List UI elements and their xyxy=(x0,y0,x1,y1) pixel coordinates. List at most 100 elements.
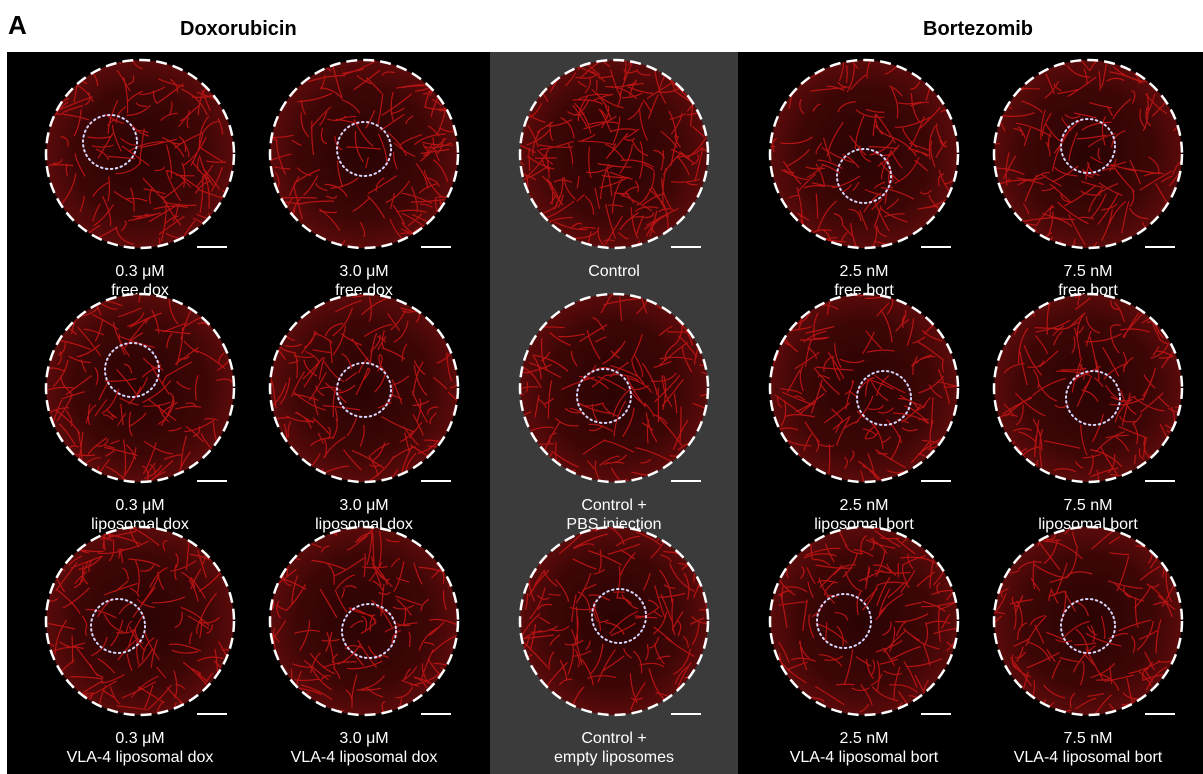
dish-outline xyxy=(992,292,1184,484)
caption-line-1: Control + xyxy=(581,730,647,747)
scale-bar xyxy=(921,713,951,715)
micrograph-panel: 7.5 nM free bort xyxy=(973,56,1203,299)
caption-line-2: VLA-4 liposomal bort xyxy=(789,749,939,766)
bortezomib-title: Bortezomib xyxy=(923,18,1033,40)
caption-line-1: 7.5 nM xyxy=(1063,263,1113,280)
scale-bar xyxy=(421,713,451,715)
scale-bar xyxy=(671,480,701,482)
dish-outline xyxy=(518,58,710,250)
caption-line-1: 7.5 nM xyxy=(1063,497,1113,514)
micrograph-panel: 2.5 nM liposomal bort xyxy=(749,290,979,533)
micrograph-panel: 3.0 μM free dox xyxy=(249,56,479,299)
caption-line-2: PBS injection xyxy=(566,516,662,533)
dish-outline xyxy=(768,292,960,484)
caption-line-2: liposomal bort xyxy=(1038,516,1138,533)
micrograph-panel: 0.3 μM VLA-4 liposomal dox xyxy=(25,523,255,766)
fluorescence-image xyxy=(768,525,960,717)
micrograph-panel: 7.5 nM liposomal bort xyxy=(973,290,1203,533)
caption-line-1: 0.3 μM xyxy=(115,497,165,514)
caption-line-2: liposomal dox xyxy=(91,516,189,533)
dish-outline xyxy=(268,292,460,484)
caption-line-1: 3.0 μM xyxy=(339,730,389,747)
spheroid-outline xyxy=(816,593,872,649)
scale-bar xyxy=(671,713,701,715)
fluorescence-image xyxy=(992,525,1184,717)
fluorescence-image xyxy=(44,58,236,250)
scale-bar xyxy=(921,246,951,248)
spheroid-outline xyxy=(90,598,146,654)
scale-bar xyxy=(1145,480,1175,482)
caption-line-2: VLA-4 liposomal bort xyxy=(1013,749,1163,766)
fluorescence-image xyxy=(518,525,710,717)
fluorescence-image xyxy=(768,292,960,484)
caption-line-1: 2.5 nM xyxy=(839,263,889,280)
caption-line-2: VLA-4 liposomal dox xyxy=(290,749,438,766)
caption-line-1: 3.0 μM xyxy=(339,263,389,280)
scale-bar xyxy=(197,480,227,482)
spheroid-outline xyxy=(1060,598,1116,654)
caption-line-1: 0.3 μM xyxy=(115,730,165,747)
fluorescence-image xyxy=(768,58,960,250)
fluorescence-image xyxy=(268,58,460,250)
fluorescence-image xyxy=(992,292,1184,484)
scale-bar xyxy=(921,480,951,482)
spheroid-outline xyxy=(336,362,392,418)
fluorescence-image xyxy=(44,525,236,717)
spheroid-outline xyxy=(104,342,160,398)
spheroid-outline xyxy=(1060,118,1116,174)
dish-outline xyxy=(768,58,960,250)
caption-line-1: 7.5 nM xyxy=(1063,730,1113,747)
dish-outline xyxy=(44,292,236,484)
dish-outline xyxy=(992,58,1184,250)
spheroid-outline xyxy=(856,370,912,426)
caption-line-2: liposomal bort xyxy=(814,516,914,533)
caption-line-1: 2.5 nM xyxy=(839,730,889,747)
fluorescence-image xyxy=(268,525,460,717)
scale-bar xyxy=(421,480,451,482)
fluorescence-image xyxy=(268,292,460,484)
caption-line-2: Control xyxy=(588,263,640,280)
caption-line-1: 0.3 μM xyxy=(115,263,165,280)
dish-outline xyxy=(44,525,236,717)
spheroid-outline xyxy=(576,368,632,424)
spheroid-outline xyxy=(1065,370,1121,426)
fluorescence-image xyxy=(992,58,1184,250)
spheroid-outline xyxy=(82,114,138,170)
dish-outline xyxy=(518,292,710,484)
dish-outline xyxy=(768,525,960,717)
spheroid-outline xyxy=(836,148,892,204)
caption-line-2: VLA-4 liposomal dox xyxy=(66,749,214,766)
scale-bar xyxy=(1145,713,1175,715)
scale-bar xyxy=(421,246,451,248)
doxorubicin-title: Doxorubicin xyxy=(180,18,297,40)
scale-bar xyxy=(1145,246,1175,248)
spheroid-outline xyxy=(341,603,397,659)
micrograph-panel: 3.0 μM liposomal dox xyxy=(249,290,479,533)
scale-bar xyxy=(197,246,227,248)
micrograph-panel: 7.5 nM VLA-4 liposomal bort xyxy=(973,523,1203,766)
dish-outline xyxy=(268,58,460,250)
micrograph-panel: Control + PBS injection xyxy=(499,290,729,533)
dish-outline xyxy=(992,525,1184,717)
micrograph-panel: 2.5 nM VLA-4 liposomal bort xyxy=(749,523,979,766)
micrograph-panel: Control xyxy=(499,56,729,296)
micrograph-panel: 0.3 μM free dox xyxy=(25,56,255,299)
fluorescence-image xyxy=(518,58,710,250)
fluorescence-image xyxy=(518,292,710,484)
spheroid-outline xyxy=(591,588,647,644)
micrograph-panel: 0.3 μM liposomal dox xyxy=(25,290,255,533)
caption-line-1: 2.5 nM xyxy=(839,497,889,514)
panel-label: A xyxy=(8,10,27,40)
scale-bar xyxy=(671,246,701,248)
caption-line-2: empty liposomes xyxy=(553,749,675,766)
spheroid-outline xyxy=(336,121,392,177)
dish-outline xyxy=(518,525,710,717)
caption-line-2: liposomal dox xyxy=(315,516,413,533)
dish-outline xyxy=(268,525,460,717)
fluorescence-image xyxy=(44,292,236,484)
micrograph-panel: 3.0 μM VLA-4 liposomal dox xyxy=(249,523,479,766)
caption-line-1: Control + xyxy=(581,497,647,514)
dish-outline xyxy=(44,58,236,250)
micrograph-panel: 2.5 nM free bort xyxy=(749,56,979,299)
caption-line-1: 3.0 μM xyxy=(339,497,389,514)
